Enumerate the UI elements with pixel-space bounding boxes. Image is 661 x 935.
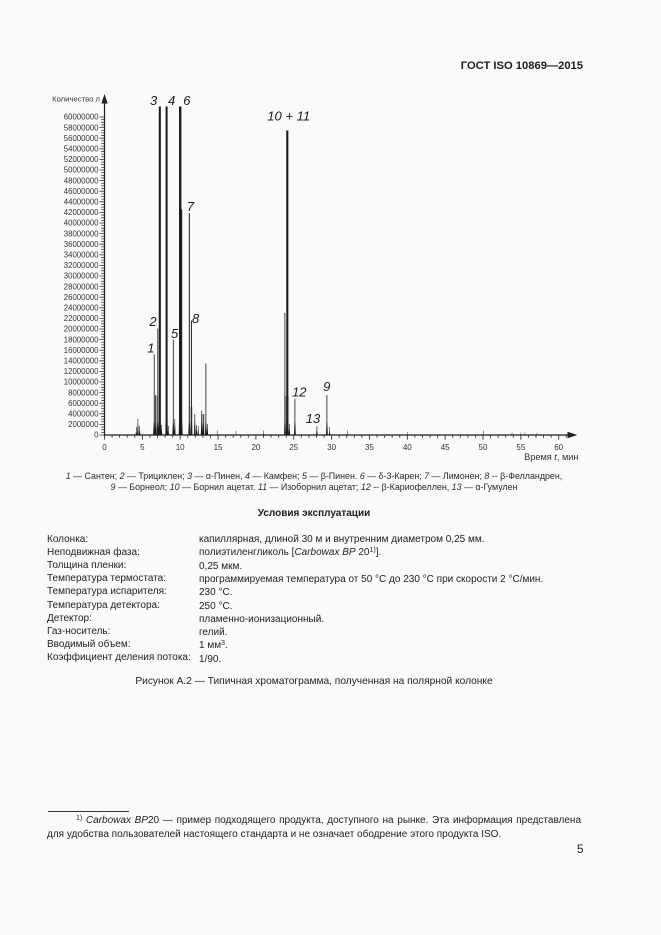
svg-text:36000000: 36000000 <box>64 240 99 249</box>
svg-text:7: 7 <box>187 199 195 214</box>
svg-text:5: 5 <box>171 326 179 341</box>
svg-text:8: 8 <box>192 311 200 326</box>
svg-text:52000000: 52000000 <box>64 155 99 164</box>
svg-text:12: 12 <box>292 385 307 400</box>
svg-text:26000000: 26000000 <box>64 293 99 302</box>
svg-text:0: 0 <box>94 431 99 440</box>
svg-text:0: 0 <box>102 443 107 452</box>
svg-text:40: 40 <box>403 443 412 452</box>
svg-text:25: 25 <box>289 443 298 452</box>
svg-text:Количество л: Количество л <box>52 95 100 104</box>
svg-text:10000000: 10000000 <box>64 378 99 387</box>
svg-text:45: 45 <box>441 443 450 452</box>
svg-text:1: 1 <box>147 341 154 356</box>
svg-text:42000000: 42000000 <box>64 208 99 217</box>
svg-text:28000000: 28000000 <box>64 282 99 291</box>
svg-text:48000000: 48000000 <box>64 176 99 185</box>
svg-text:4000000: 4000000 <box>68 410 99 419</box>
svg-text:30: 30 <box>327 443 336 452</box>
svg-text:16000000: 16000000 <box>64 346 99 355</box>
svg-text:34000000: 34000000 <box>64 251 99 260</box>
svg-text:12000000: 12000000 <box>64 367 99 376</box>
svg-text:50: 50 <box>479 443 488 452</box>
svg-text:15: 15 <box>214 443 223 452</box>
svg-text:13: 13 <box>306 411 321 426</box>
svg-text:10 + 11: 10 + 11 <box>267 109 310 124</box>
svg-text:2: 2 <box>148 314 157 329</box>
svg-text:50000000: 50000000 <box>64 166 99 175</box>
svg-text:55: 55 <box>516 443 525 452</box>
svg-text:38000000: 38000000 <box>64 229 99 238</box>
svg-text:44000000: 44000000 <box>64 198 99 207</box>
svg-text:Время t, мин: Время t, мин <box>524 452 578 462</box>
svg-text:10: 10 <box>176 443 185 452</box>
svg-text:54000000: 54000000 <box>64 145 99 154</box>
svg-text:40000000: 40000000 <box>64 219 99 228</box>
svg-text:2000000: 2000000 <box>68 420 99 429</box>
svg-text:30000000: 30000000 <box>64 272 99 281</box>
svg-text:56000000: 56000000 <box>64 134 99 143</box>
svg-text:18000000: 18000000 <box>64 335 99 344</box>
svg-text:9: 9 <box>323 379 330 394</box>
svg-text:4: 4 <box>168 93 175 108</box>
svg-text:6000000: 6000000 <box>68 399 99 408</box>
svg-text:3: 3 <box>150 93 158 108</box>
svg-text:58000000: 58000000 <box>64 123 99 132</box>
svg-text:20: 20 <box>251 443 260 452</box>
svg-text:20000000: 20000000 <box>64 325 99 334</box>
svg-text:24000000: 24000000 <box>64 304 99 313</box>
svg-text:6: 6 <box>183 93 191 108</box>
svg-text:60: 60 <box>554 443 563 452</box>
svg-text:5: 5 <box>140 443 145 452</box>
svg-text:22000000: 22000000 <box>64 314 99 323</box>
svg-text:14000000: 14000000 <box>64 357 99 366</box>
svg-text:8000000: 8000000 <box>68 388 99 397</box>
svg-text:46000000: 46000000 <box>64 187 99 196</box>
svg-text:60000000: 60000000 <box>64 113 99 122</box>
svg-text:32000000: 32000000 <box>64 261 99 270</box>
svg-text:35: 35 <box>365 443 374 452</box>
